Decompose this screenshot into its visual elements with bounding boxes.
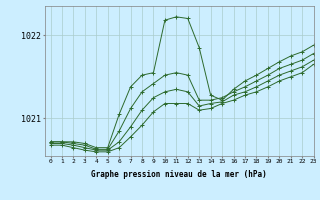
X-axis label: Graphe pression niveau de la mer (hPa): Graphe pression niveau de la mer (hPa) [91,170,267,179]
